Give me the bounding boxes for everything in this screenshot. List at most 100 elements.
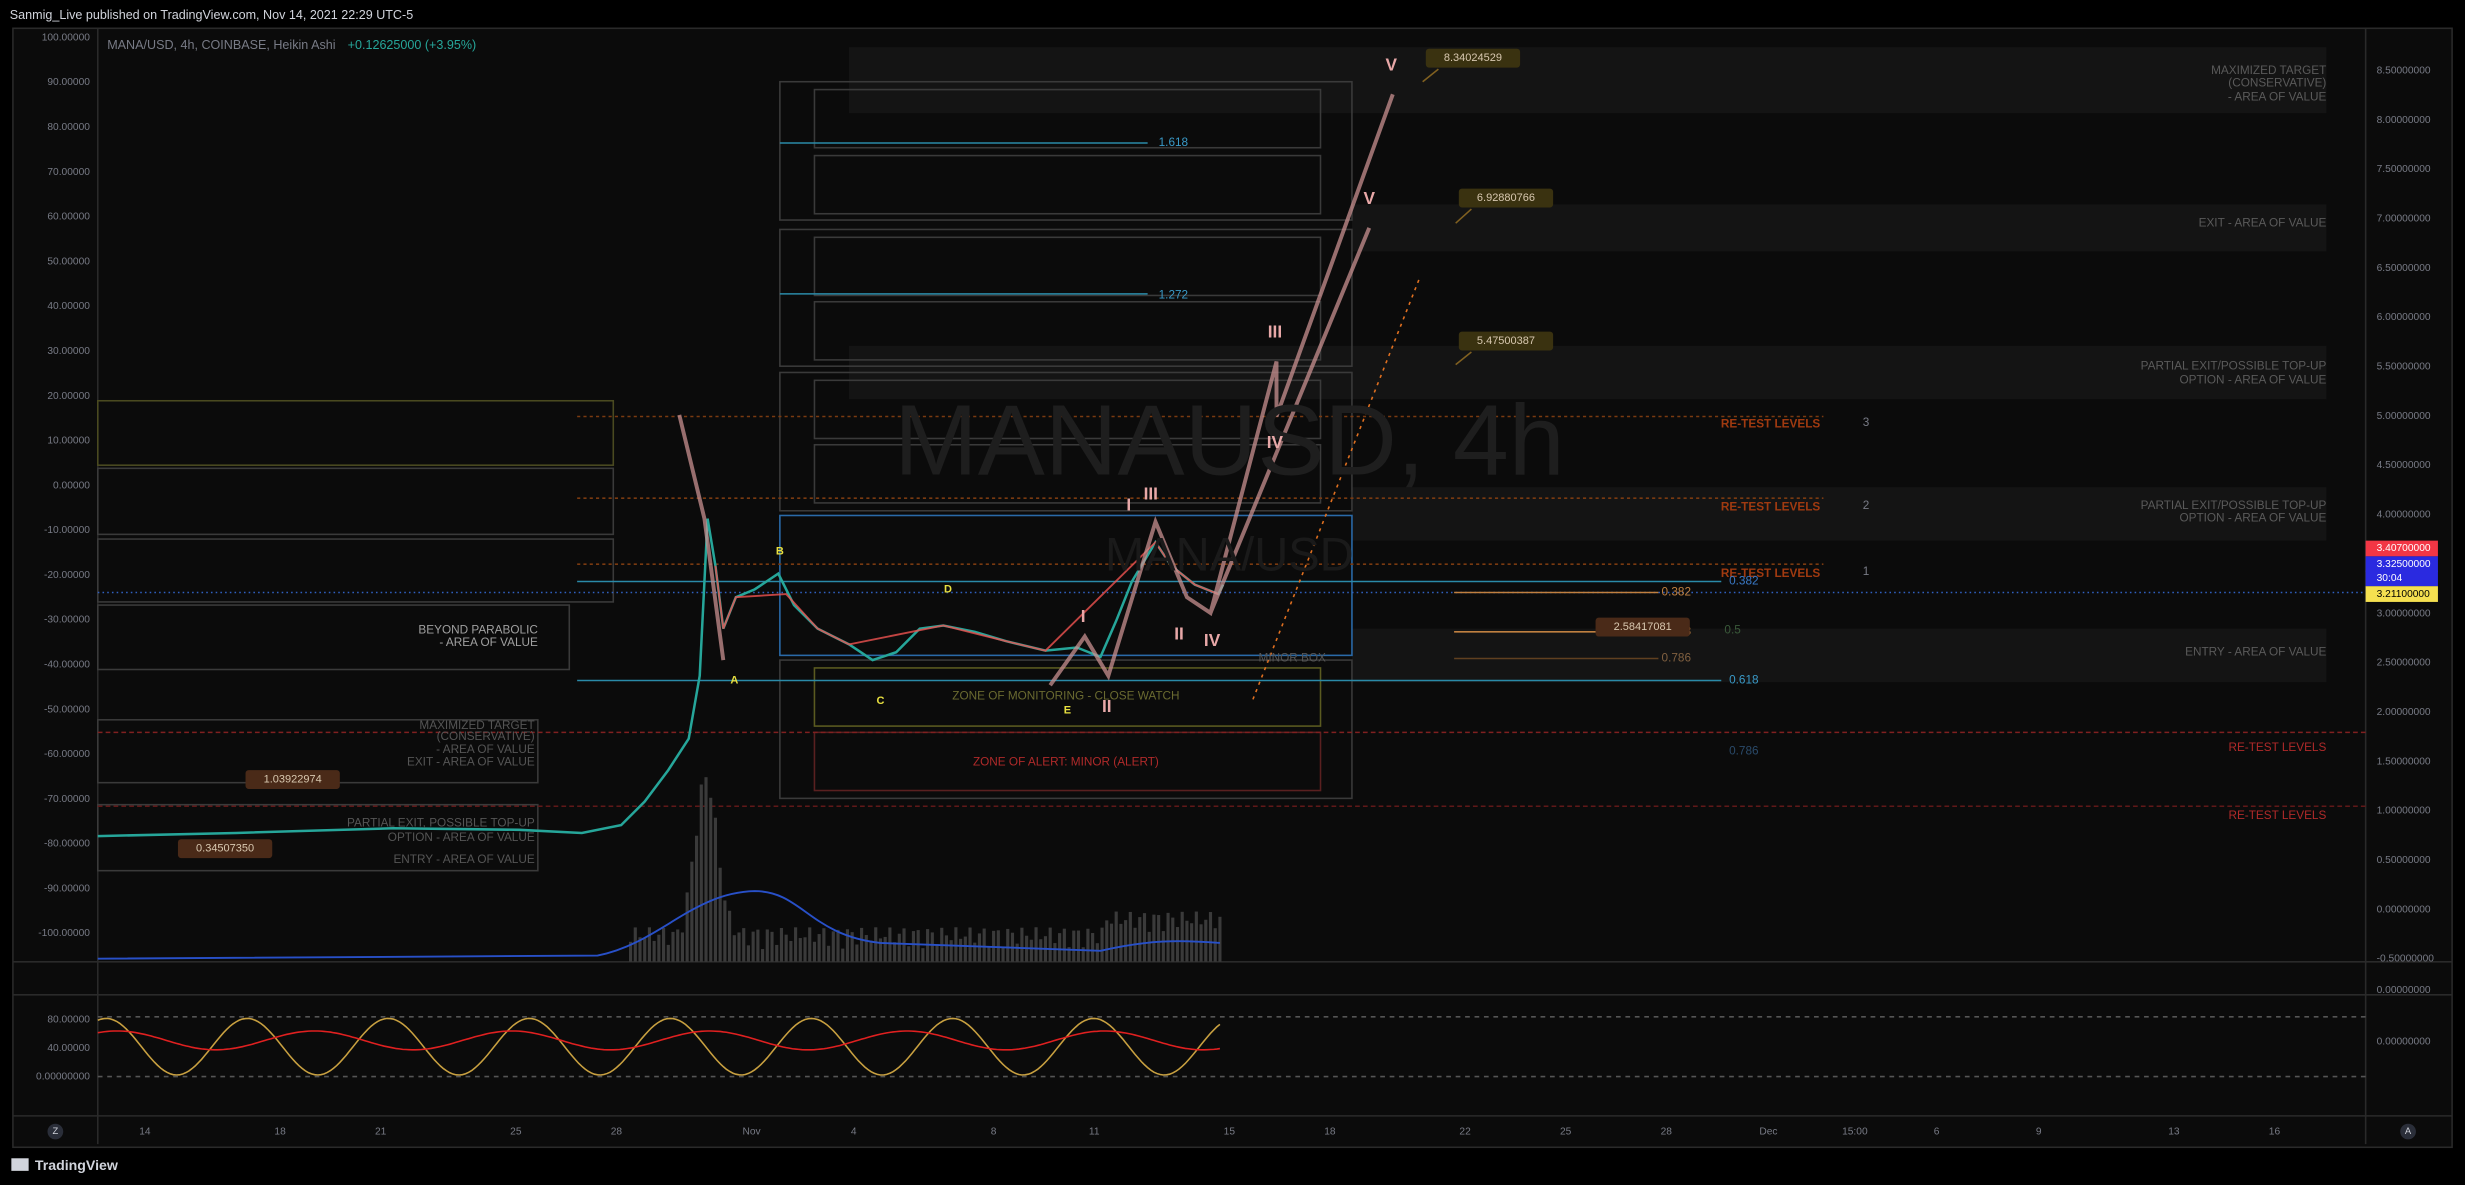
volume-bar bbox=[789, 940, 793, 962]
right-axis-label: 8.00000000 bbox=[2377, 115, 2431, 126]
symbol-change: +0.12625000 (+3.95%) bbox=[348, 38, 477, 52]
symbol-name: MANA/USD, 4h, COINBASE, Heikin Ashi bbox=[107, 38, 335, 52]
volume-bar bbox=[907, 946, 911, 962]
time-axis-label: 9 bbox=[2036, 1126, 2042, 1137]
volume-bar bbox=[1006, 928, 1010, 962]
left-axis-label: 80.00000 bbox=[47, 122, 90, 133]
time-axis-label: Nov bbox=[743, 1126, 762, 1137]
volume-bar bbox=[1058, 933, 1062, 962]
volume-bar bbox=[732, 935, 736, 962]
right-axis-label: 6.00000000 bbox=[2377, 312, 2431, 323]
volume-bar bbox=[973, 942, 977, 962]
watermark: MANAUSD, 4h bbox=[894, 384, 1565, 496]
fib-label: 0.5 bbox=[1724, 623, 1741, 636]
volume-bar bbox=[756, 929, 760, 962]
right-axis-label: 7.00000000 bbox=[2377, 213, 2431, 224]
callout-line bbox=[1455, 208, 1472, 224]
retest-label: RE-TEST LEVELS bbox=[1721, 501, 1821, 514]
time-axis-label: Dec bbox=[1759, 1126, 1777, 1137]
right-axis-label: 4.00000000 bbox=[2377, 510, 2431, 521]
watermark-sub: MANA/USD bbox=[1105, 527, 1354, 580]
volume-bar bbox=[1029, 939, 1033, 962]
volume-bar bbox=[1128, 911, 1132, 962]
left-note: EXIT - AREA OF VALUE bbox=[407, 755, 535, 768]
left-note: BEYOND PARABOLIC bbox=[418, 623, 538, 636]
volume-bar bbox=[982, 928, 986, 962]
price-box-bg bbox=[1458, 331, 1554, 351]
volume-bar bbox=[836, 929, 840, 962]
price-box: 6.92880766 bbox=[1477, 192, 1535, 204]
left-note: MAXIMIZED TARGET bbox=[419, 719, 534, 732]
volume-bar bbox=[671, 931, 675, 962]
volume-bar bbox=[1124, 920, 1128, 962]
volume-bar bbox=[643, 938, 647, 962]
right-axis-label: 8.50000000 bbox=[2377, 65, 2431, 76]
volume-bar bbox=[728, 910, 732, 962]
price-box-bg bbox=[1595, 617, 1690, 637]
wave-label: I bbox=[1081, 606, 1086, 626]
right-note: OPTION - AREA OF VALUE bbox=[2179, 512, 2326, 525]
volume-bar bbox=[883, 936, 887, 962]
right-axis-label: 0.00000000 bbox=[2377, 1037, 2431, 1048]
volume-bar bbox=[1175, 927, 1180, 962]
price-box-bg bbox=[1458, 188, 1554, 208]
right-axis-label: 2.50000000 bbox=[2377, 658, 2431, 669]
volume-bar bbox=[1138, 917, 1142, 962]
left-axis-label: 70.00000 bbox=[47, 167, 90, 178]
volume-bar bbox=[761, 949, 765, 962]
volume-bar bbox=[638, 937, 642, 962]
price-tag-bg bbox=[2365, 586, 2438, 602]
volume-bar bbox=[897, 933, 901, 962]
right-note: PARTIAL EXIT/POSSIBLE TOP-UP bbox=[2141, 359, 2327, 372]
volume-bar bbox=[1147, 931, 1151, 962]
right-axis-label: 1.50000000 bbox=[2377, 756, 2431, 767]
footer-brand: TradingView bbox=[35, 1157, 119, 1173]
corner-button[interactable] bbox=[2400, 1123, 2416, 1140]
volume-bar bbox=[893, 942, 897, 962]
right-axis-label: 4.50000000 bbox=[2377, 460, 2431, 471]
volume-bar bbox=[1001, 947, 1005, 962]
wave-label: I bbox=[1126, 495, 1131, 515]
left-axis-label: 60.00000 bbox=[47, 212, 90, 223]
volume-bar bbox=[817, 934, 821, 962]
trend-line bbox=[1252, 277, 1421, 700]
corner-button[interactable] bbox=[47, 1123, 64, 1140]
volume-bar bbox=[959, 938, 963, 962]
volume-ma bbox=[97, 890, 1220, 960]
volume-bar bbox=[831, 931, 835, 962]
volume-bar bbox=[1142, 913, 1147, 962]
price-tag: 30:04 bbox=[2377, 573, 2403, 584]
right-axis-label: 5.50000000 bbox=[2377, 362, 2431, 373]
left-axis-label: 40.00000 bbox=[47, 301, 90, 312]
right-axis-label: 7.50000000 bbox=[2377, 164, 2431, 175]
volume-bar bbox=[855, 944, 859, 962]
volume-bar bbox=[1053, 943, 1057, 962]
volume-bar bbox=[1039, 939, 1043, 962]
volume-bar bbox=[1015, 943, 1019, 962]
wave-label: II bbox=[1102, 696, 1112, 716]
wave-label: V bbox=[1363, 188, 1375, 208]
volume-bar bbox=[779, 928, 784, 962]
left-axis-label: -20.00000 bbox=[44, 570, 90, 581]
volume-bar bbox=[949, 940, 953, 962]
wave-label: IV bbox=[1267, 432, 1284, 452]
corner-button-label: Z bbox=[52, 1125, 58, 1136]
zone-label: ZONE OF MONITORING - CLOSE WATCH bbox=[952, 689, 1179, 702]
price-tag-bg bbox=[2365, 570, 2438, 587]
volume-bar bbox=[1199, 924, 1203, 962]
wave-label: E bbox=[1064, 704, 1071, 716]
time-axis-label: 15:00 bbox=[1842, 1126, 1868, 1137]
right-axis-label: -0.50000000 bbox=[2377, 954, 2435, 965]
volume-bar bbox=[930, 932, 934, 962]
volume-bar bbox=[713, 817, 718, 962]
left-axis-label: 50.00000 bbox=[47, 256, 90, 267]
volume-bar bbox=[742, 928, 746, 962]
volume-bar bbox=[822, 928, 826, 962]
fib-label: 0.786 bbox=[1729, 744, 1759, 757]
time-axis-label: 21 bbox=[375, 1126, 387, 1137]
volume-bar bbox=[987, 946, 991, 962]
volume-bar bbox=[977, 933, 982, 962]
volume-bar bbox=[944, 935, 949, 962]
volume-bar bbox=[935, 944, 939, 962]
